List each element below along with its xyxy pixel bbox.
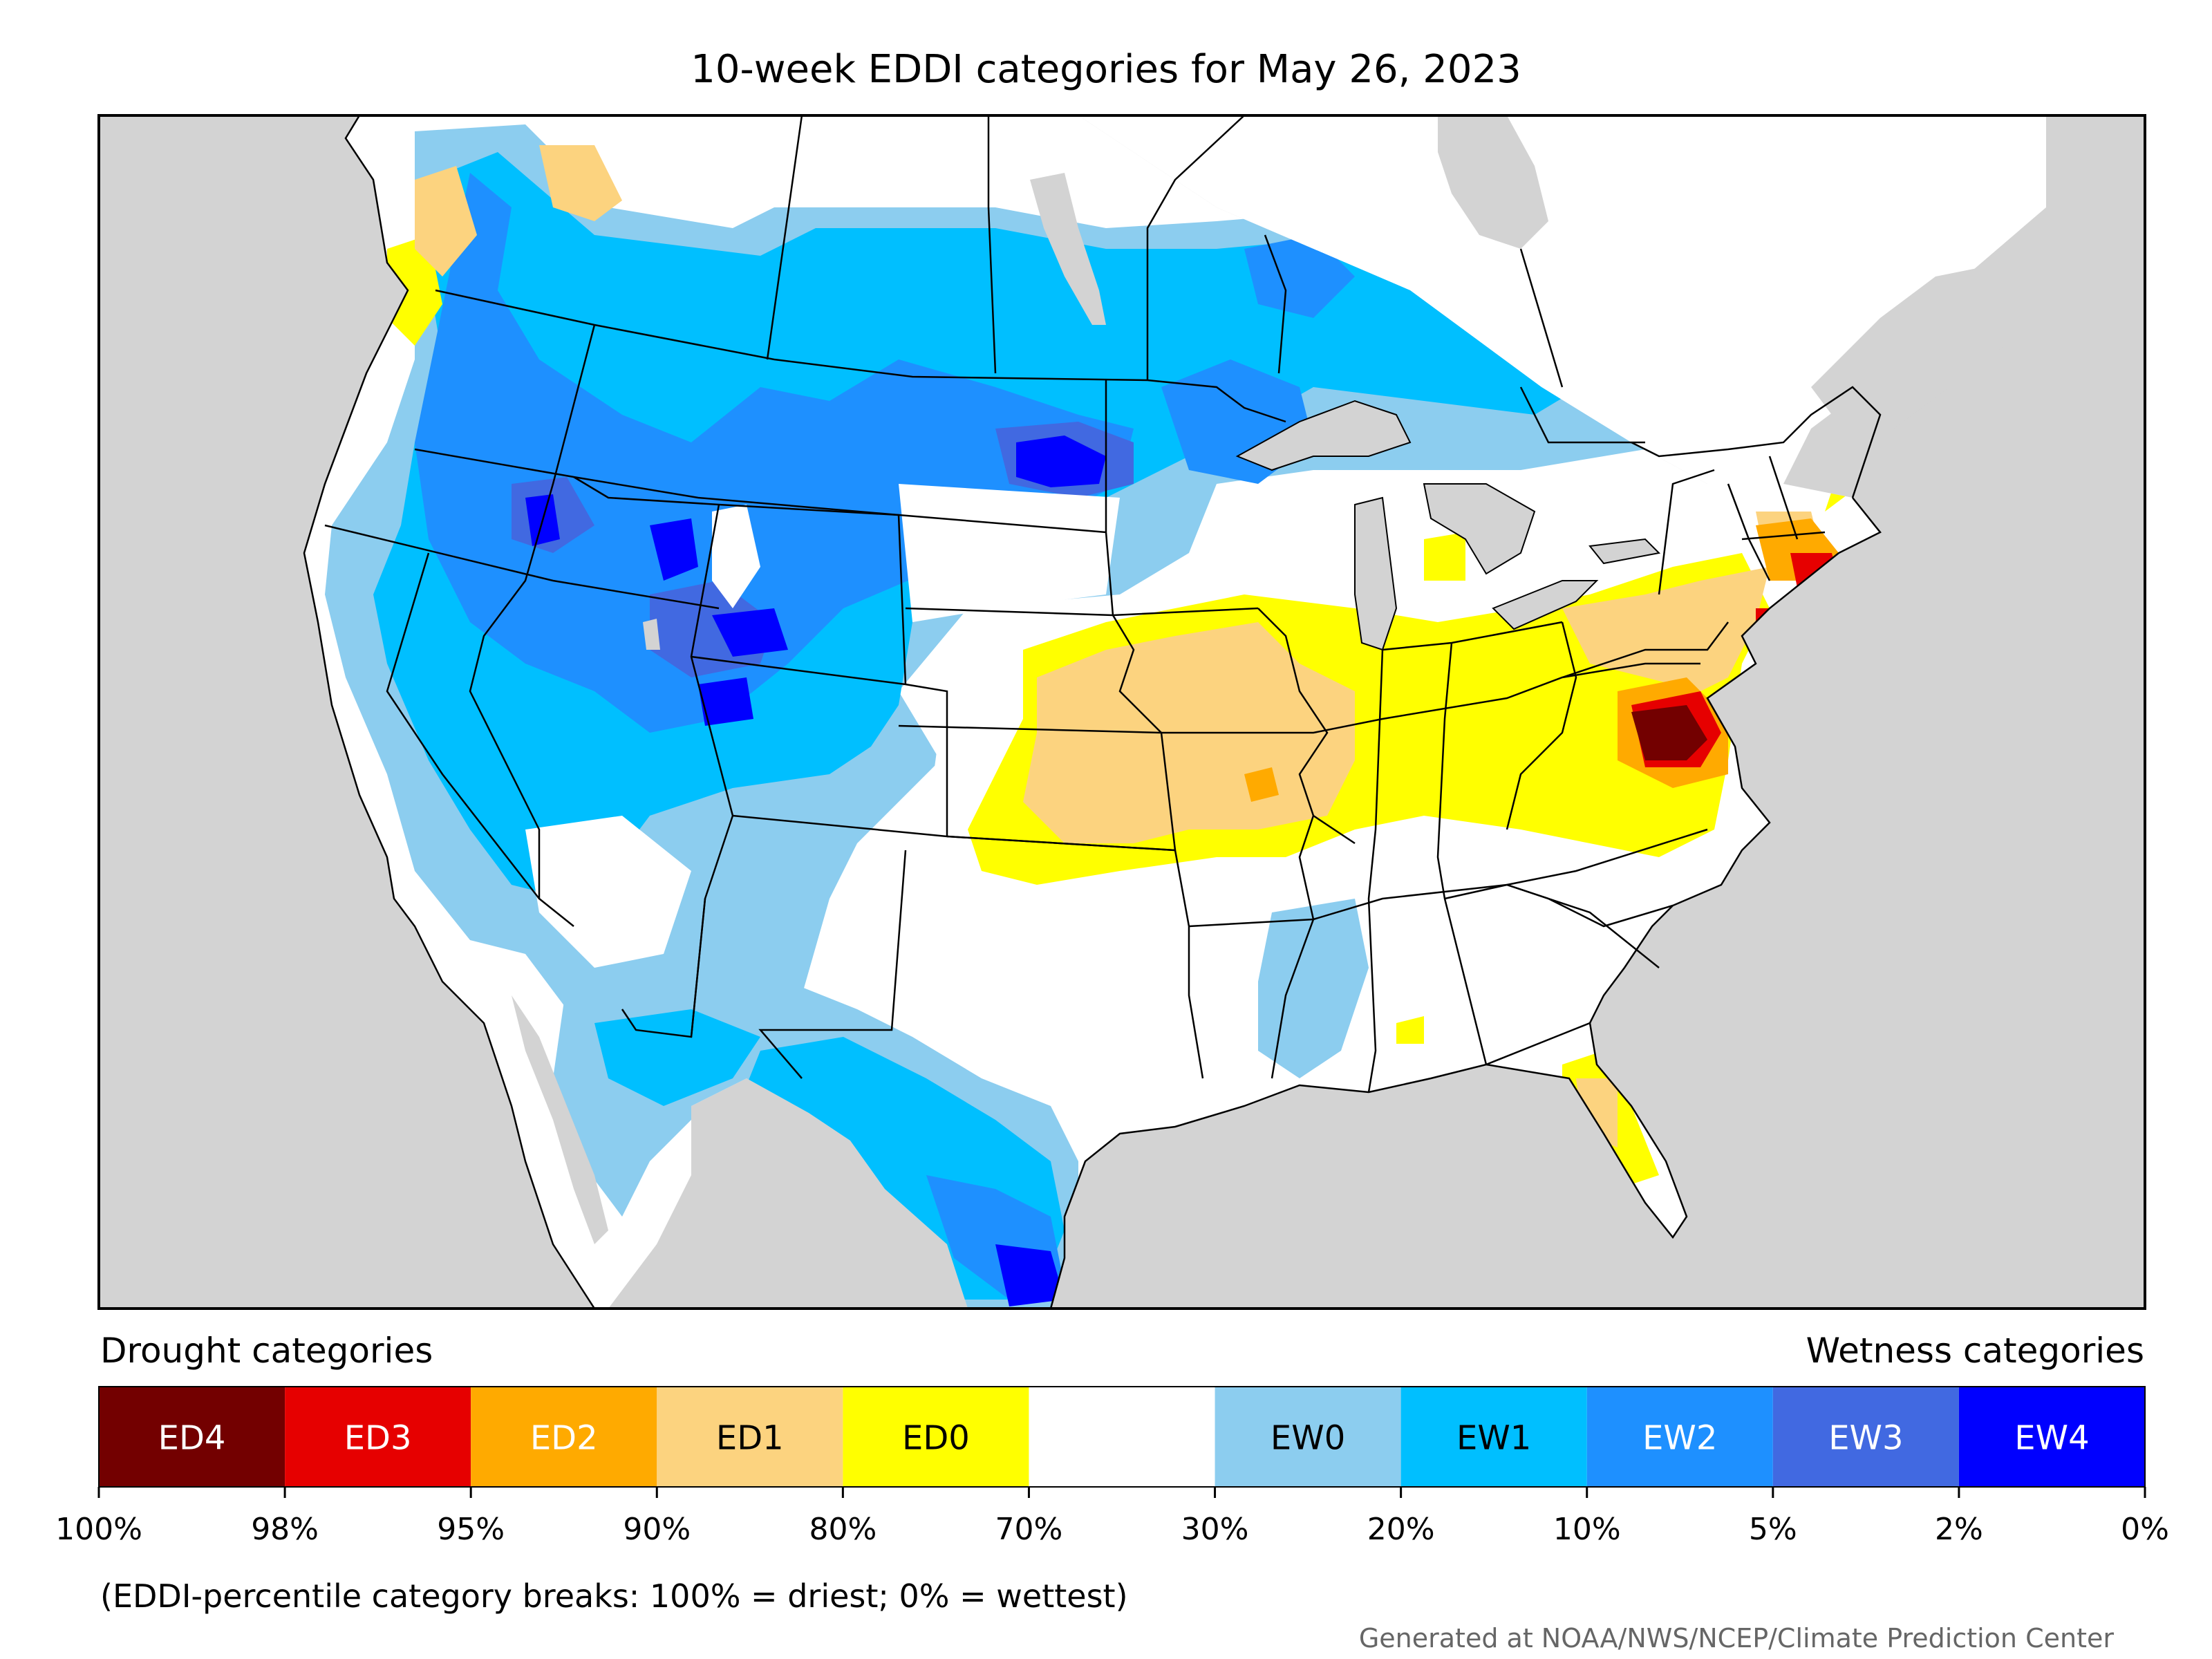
colorbar-label-ed3: ED3: [344, 1419, 412, 1458]
colorbar-label-ed1: ED1: [716, 1419, 784, 1458]
drought-categories-title: Drought categories: [100, 1331, 433, 1371]
lake-winnipeg: [1030, 173, 1106, 325]
colorbar-label-ew4: EW4: [2014, 1419, 2089, 1458]
colorbar-label-ew0: EW0: [1271, 1419, 1345, 1458]
map-title: 10-week EDDI categories for May 26, 2023: [691, 47, 1521, 92]
lake-superior: [1235, 400, 1412, 471]
colorbar-tick-label: 0%: [2121, 1512, 2169, 1547]
state-borders: [303, 115, 1882, 1309]
colorbar-swatch-ew4: [1958, 1387, 2145, 1487]
colorbar-tick-label: 90%: [623, 1512, 691, 1547]
colorbar-frame: [98, 1386, 2146, 1488]
credit-line: Generated at NOAA/NWS/NCEP/Climate Predi…: [1358, 1623, 2114, 1653]
colorbar-label-ew1: EW1: [1456, 1419, 1531, 1458]
percentile-footnote: (EDDI-percentile category breaks: 100% =…: [100, 1577, 1128, 1615]
colorbar-label-ew2: EW2: [1642, 1419, 1717, 1458]
canada-land: [359, 115, 2046, 484]
colorbar-swatch-ew3: [1772, 1387, 1959, 1487]
map-frame: [97, 114, 2146, 1310]
colorbar-tick-label: 98%: [251, 1512, 319, 1547]
great-salt-lake: [643, 619, 660, 650]
lake-huron: [1423, 483, 1536, 575]
colorbar-tick-label: 5%: [1749, 1512, 1797, 1547]
eddi-field: [325, 124, 1880, 1309]
lake-michigan: [1354, 496, 1398, 651]
colorbar-swatch-ed4: [99, 1387, 285, 1487]
colorbar-tick-label: 100%: [55, 1512, 142, 1547]
colorbar-label-ed4: ED4: [158, 1419, 226, 1458]
gulf-of-california: [512, 995, 608, 1244]
colorbar-swatch-ed2: [471, 1387, 657, 1487]
colorbar-tick-label: 30%: [1181, 1512, 1249, 1547]
lake-erie: [1492, 580, 1599, 630]
colorbar-tick-label: 80%: [809, 1512, 877, 1547]
colorbar-swatch-ew2: [1586, 1387, 1773, 1487]
colorbar-tick-label: 2%: [1935, 1512, 1983, 1547]
colorbar-swatch-ew0: [1215, 1387, 1401, 1487]
colorbar-label-ed0: ED0: [902, 1419, 970, 1458]
wetness-categories-title: Wetness categories: [1806, 1331, 2144, 1371]
gulf-of-st-lawrence: [1811, 263, 2046, 442]
colorbar-swatch-ed3: [285, 1387, 471, 1487]
colorbar-tick-label: 95%: [437, 1512, 505, 1547]
colorbar-swatch-normal: [1029, 1387, 1215, 1487]
colorbar-swatch-ed0: [843, 1387, 1029, 1487]
colorbar-label-ew3: EW3: [1828, 1419, 1903, 1458]
colorbar-tick-label: 10%: [1553, 1512, 1621, 1547]
colorbar-swatch-ew1: [1400, 1387, 1587, 1487]
hudson-bay: [1438, 115, 1548, 249]
lake-ontario: [1588, 538, 1661, 565]
colorbar-tick-label: 20%: [1367, 1512, 1435, 1547]
colorbar-swatch-ed1: [657, 1387, 843, 1487]
colorbar-tick-label: 70%: [995, 1512, 1063, 1547]
colorbar-label-ed2: ED2: [530, 1419, 598, 1458]
